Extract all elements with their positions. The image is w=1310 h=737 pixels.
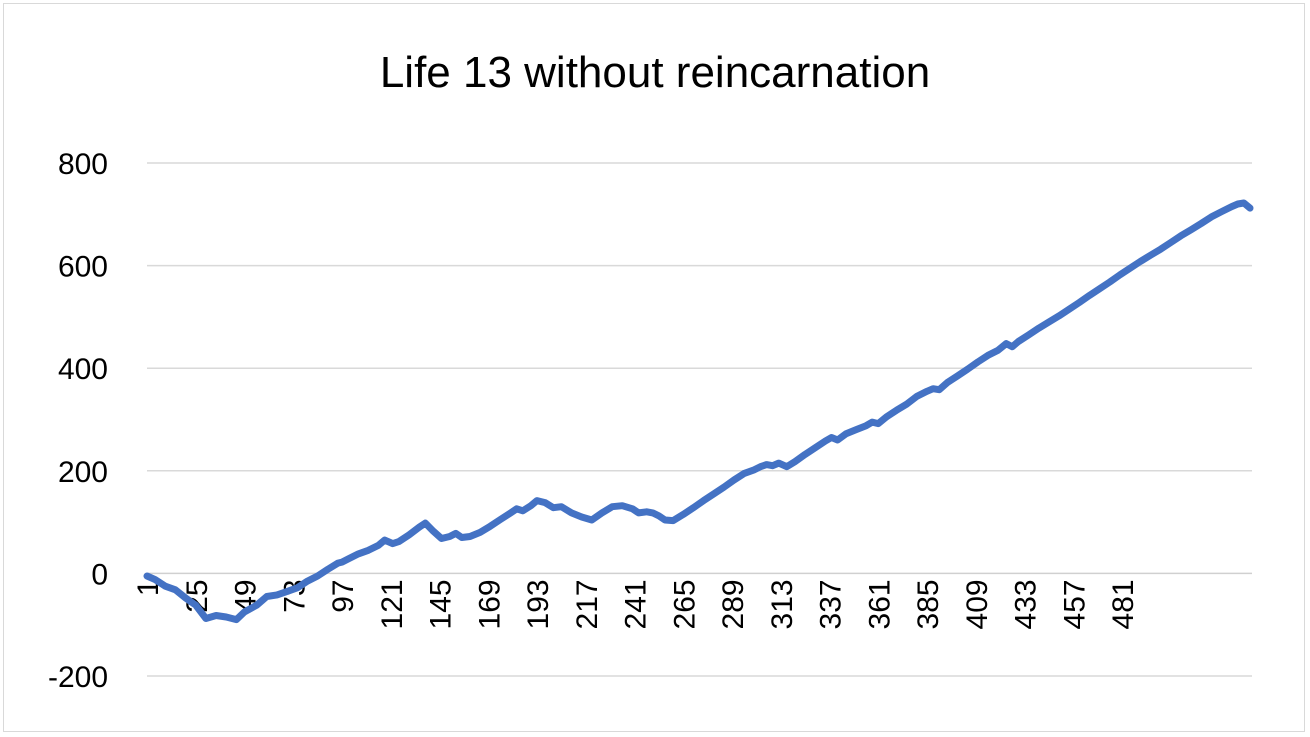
x-tick-label: 433: [1010, 579, 1043, 629]
x-tick-label: 289: [717, 579, 750, 629]
y-tick-label: 0: [91, 558, 108, 591]
x-tick-label: 265: [668, 579, 701, 629]
y-tick-label: 200: [58, 456, 108, 489]
x-tick-label: 361: [863, 579, 896, 629]
x-tick-label: 145: [425, 579, 458, 629]
x-tick-label: 409: [961, 579, 994, 629]
x-tick-label: 313: [766, 579, 799, 629]
y-tick-label: -200: [48, 661, 108, 694]
x-tick-label: 193: [522, 579, 555, 629]
y-axis-ticks: 800 600 400 200 0 -200: [48, 148, 108, 694]
x-tick-label: 97: [327, 579, 360, 612]
y-tick-label: 600: [58, 251, 108, 284]
x-axis-ticks: 1 25 49 73 97 121 145 169 193 217 241 265 289 313 337 3…: [132, 579, 1140, 629]
series-group: [143, 199, 1254, 624]
series-line: [143, 199, 1254, 624]
y-tick-label: 400: [58, 353, 108, 386]
x-tick-label: 169: [473, 579, 506, 629]
x-tick-label: 457: [1058, 579, 1091, 629]
x-tick-label: 217: [571, 579, 604, 629]
chart-title: Life 13 without reincarnation: [379, 48, 931, 97]
x-tick-label: 121: [376, 579, 409, 629]
x-tick-label: 481: [1107, 579, 1140, 629]
x-tick-label: 385: [912, 579, 945, 629]
x-tick-label: 241: [620, 579, 653, 629]
gridlines: [147, 162, 1252, 677]
x-tick-label: 337: [815, 579, 848, 629]
y-tick-label: 800: [58, 148, 108, 181]
